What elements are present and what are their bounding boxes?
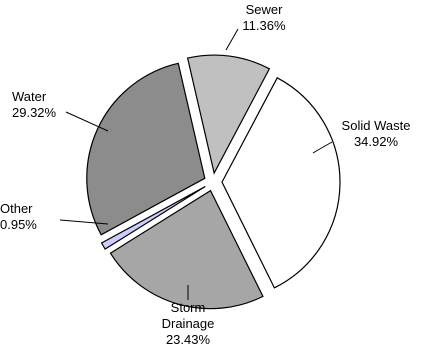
leader-line-sewer bbox=[225, 28, 239, 51]
slice-category-label-storm-drainage: Storm bbox=[171, 300, 206, 315]
slice-category-label-other: Other bbox=[0, 201, 33, 216]
leader-lines-group bbox=[59, 28, 333, 300]
data-label-solid-waste: Solid Waste 34.92% bbox=[342, 118, 411, 149]
slices-group bbox=[86, 54, 341, 310]
slice-value-label-sewer: 11.36% bbox=[242, 18, 286, 33]
leader-line-other bbox=[59, 219, 109, 225]
slice-value-label-solid-waste: 34.92% bbox=[354, 134, 399, 149]
data-labels-group: Sewer 11.36% Solid Waste 34.92% Storm Drainag… bbox=[0, 2, 410, 347]
pie-slice-solid-waste bbox=[221, 77, 341, 289]
data-label-water: Water 29.32% bbox=[12, 89, 57, 120]
pie-slice-other bbox=[100, 186, 206, 250]
leader-line-solid-waste bbox=[312, 141, 333, 154]
slice-value-label-storm-drainage: 23.43% bbox=[166, 332, 211, 347]
data-label-other: Other 0.95% bbox=[0, 201, 37, 232]
slice-category-label-storm-drainage: Drainage bbox=[162, 316, 215, 331]
slice-value-label-other: 0.95% bbox=[0, 217, 37, 232]
slice-category-label-sewer: Sewer bbox=[246, 2, 284, 17]
data-label-storm-drainage: Storm Drainage 23.43% bbox=[162, 300, 215, 347]
pie-slice-sewer bbox=[186, 54, 271, 175]
leader-line-water bbox=[65, 111, 109, 132]
pie-slice-storm-drainage bbox=[109, 189, 264, 310]
slice-value-label-water: 29.32% bbox=[12, 105, 57, 120]
slice-category-label-solid-waste: Solid Waste bbox=[342, 118, 411, 133]
pie-slice-water bbox=[86, 62, 206, 236]
slice-category-label-water: Water bbox=[12, 89, 47, 104]
data-label-sewer: Sewer 11.36% bbox=[242, 2, 286, 33]
